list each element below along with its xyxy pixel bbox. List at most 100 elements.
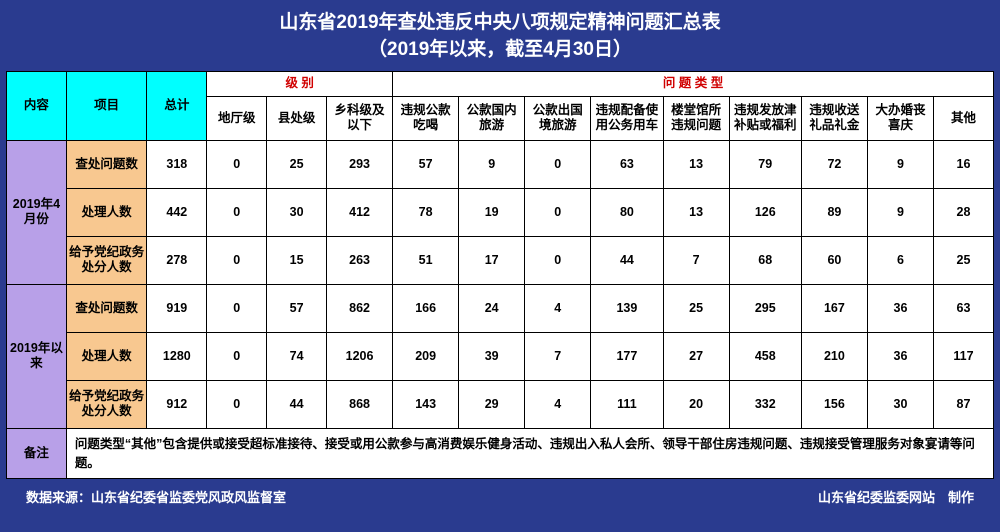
hdr-t3: 公款出国境旅游	[525, 96, 591, 140]
cell: 30	[867, 380, 933, 428]
cell: 87	[934, 380, 994, 428]
cell: 9	[867, 188, 933, 236]
item-1: 查处问题数	[66, 140, 147, 188]
item-2: 处理人数	[66, 188, 147, 236]
hdr-t5: 楼堂馆所违规问题	[663, 96, 729, 140]
cell: 0	[207, 140, 267, 188]
cell: 210	[801, 332, 867, 380]
note-label: 备注	[7, 428, 67, 479]
hdr-t7: 违规收送礼品礼金	[801, 96, 867, 140]
cell: 318	[147, 140, 207, 188]
cell: 57	[393, 140, 459, 188]
cell: 167	[801, 284, 867, 332]
table-row: 给予党纪政务处分人数 912 0 44 868 143 29 4 111 20 …	[7, 380, 994, 428]
cell: 25	[663, 284, 729, 332]
cell: 63	[934, 284, 994, 332]
cell: 156	[801, 380, 867, 428]
cell: 44	[267, 380, 327, 428]
item-3: 给予党纪政务处分人数	[66, 236, 147, 284]
cell: 15	[267, 236, 327, 284]
cell: 27	[663, 332, 729, 380]
cell: 9	[459, 140, 525, 188]
cell: 0	[207, 332, 267, 380]
cell: 60	[801, 236, 867, 284]
cell: 166	[393, 284, 459, 332]
cell: 143	[393, 380, 459, 428]
cell: 28	[934, 188, 994, 236]
hdr-level-group: 级 别	[207, 72, 393, 97]
cell: 25	[267, 140, 327, 188]
cell: 332	[729, 380, 801, 428]
cell: 139	[591, 284, 663, 332]
cell: 57	[267, 284, 327, 332]
cell: 0	[525, 140, 591, 188]
cell: 862	[327, 284, 393, 332]
cell: 4	[525, 284, 591, 332]
hdr-t2: 公款国内旅游	[459, 96, 525, 140]
cell: 412	[327, 188, 393, 236]
cell: 19	[459, 188, 525, 236]
cell: 0	[207, 188, 267, 236]
cell: 13	[663, 188, 729, 236]
hdr-t8: 大办婚丧喜庆	[867, 96, 933, 140]
cell: 209	[393, 332, 459, 380]
item-3: 给予党纪政务处分人数	[66, 380, 147, 428]
cell: 912	[147, 380, 207, 428]
hdr-lv2: 县处级	[267, 96, 327, 140]
cell: 9	[867, 140, 933, 188]
cell: 0	[525, 236, 591, 284]
cell: 29	[459, 380, 525, 428]
cell: 295	[729, 284, 801, 332]
cell: 39	[459, 332, 525, 380]
cell: 6	[867, 236, 933, 284]
title-line2: （2019年以来，截至4月30日）	[6, 37, 994, 64]
title-block: 山东省2019年查处违反中央八项规定精神问题汇总表 （2019年以来，截至4月3…	[6, 6, 994, 71]
cell: 111	[591, 380, 663, 428]
cell: 36	[867, 284, 933, 332]
table-row: 2019年以来 查处问题数 919 0 57 862 166 24 4 139 …	[7, 284, 994, 332]
title-line1: 山东省2019年查处违反中央八项规定精神问题汇总表	[6, 10, 994, 37]
cell: 0	[207, 284, 267, 332]
cell: 72	[801, 140, 867, 188]
cell: 51	[393, 236, 459, 284]
hdr-t1: 违规公款吃喝	[393, 96, 459, 140]
cell: 36	[867, 332, 933, 380]
note-row: 备注 问题类型“其他”包含提供或接受超标准接待、接受或用公款参与高消费娱乐健身活…	[7, 428, 994, 479]
cell: 17	[459, 236, 525, 284]
hdr-t9: 其他	[934, 96, 994, 140]
cell: 78	[393, 188, 459, 236]
cell: 7	[663, 236, 729, 284]
cell: 126	[729, 188, 801, 236]
table-row: 给予党纪政务处分人数 278 0 15 263 51 17 0 44 7 68 …	[7, 236, 994, 284]
cell: 117	[934, 332, 994, 380]
header-row-1: 内容 项目 总计 级 别 问 题 类 型	[7, 72, 994, 97]
cell: 68	[729, 236, 801, 284]
cell: 919	[147, 284, 207, 332]
cell: 278	[147, 236, 207, 284]
hdr-t4: 违规配备使用公务用车	[591, 96, 663, 140]
cell: 1280	[147, 332, 207, 380]
report-container: 山东省2019年查处违反中央八项规定精神问题汇总表 （2019年以来，截至4月3…	[0, 0, 1000, 532]
cell: 1206	[327, 332, 393, 380]
footer-producer: 山东省纪委监委网站 制作	[818, 487, 974, 506]
cell: 0	[207, 380, 267, 428]
cell: 80	[591, 188, 663, 236]
cell: 13	[663, 140, 729, 188]
item-2: 处理人数	[66, 332, 147, 380]
cell: 442	[147, 188, 207, 236]
hdr-lv1: 地厅级	[207, 96, 267, 140]
cell: 63	[591, 140, 663, 188]
cell: 24	[459, 284, 525, 332]
cell: 7	[525, 332, 591, 380]
note-text: 问题类型“其他”包含提供或接受超标准接待、接受或用公款参与高消费娱乐健身活动、违…	[66, 428, 993, 479]
hdr-total: 总计	[147, 72, 207, 141]
table-row: 2019年4月份 查处问题数 318 0 25 293 57 9 0 63 13…	[7, 140, 994, 188]
cell: 4	[525, 380, 591, 428]
cell: 177	[591, 332, 663, 380]
summary-table: 内容 项目 总计 级 别 问 题 类 型 地厅级 县处级 乡科级及以下 违规公款…	[6, 71, 994, 479]
hdr-t6: 违规发放津补贴或福利	[729, 96, 801, 140]
period-1: 2019年4月份	[7, 140, 67, 284]
hdr-content: 内容	[7, 72, 67, 141]
hdr-type-group: 问 题 类 型	[393, 72, 994, 97]
cell: 25	[934, 236, 994, 284]
